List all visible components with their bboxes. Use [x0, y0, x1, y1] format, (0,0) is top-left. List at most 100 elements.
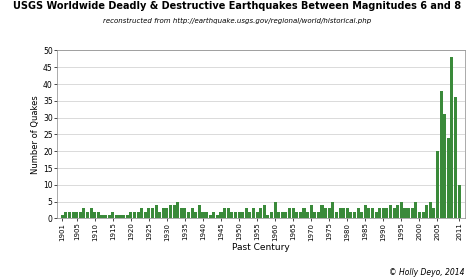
Bar	[410, 208, 414, 218]
Bar	[273, 202, 277, 218]
Bar	[331, 202, 334, 218]
Bar	[104, 215, 107, 218]
Bar	[137, 212, 139, 218]
Bar	[162, 208, 165, 218]
Bar	[302, 208, 306, 218]
Bar	[414, 202, 417, 218]
Bar	[295, 212, 298, 218]
Bar	[378, 208, 381, 218]
Bar	[93, 212, 96, 218]
Text: USGS Worldwide Deadly & Destructive Earthquakes Between Magnitudes 6 and 8: USGS Worldwide Deadly & Destructive Eart…	[13, 1, 461, 11]
Bar	[277, 212, 280, 218]
Bar	[201, 212, 204, 218]
Bar	[310, 205, 313, 218]
Bar	[335, 212, 338, 218]
Bar	[209, 215, 212, 218]
Bar	[97, 212, 100, 218]
Bar	[126, 215, 129, 218]
Bar	[396, 205, 399, 218]
Bar	[216, 215, 219, 218]
Bar	[100, 215, 103, 218]
Bar	[403, 208, 407, 218]
Text: reconstructed from http://earthquake.usgs.gov/regional/world/historical.php: reconstructed from http://earthquake.usg…	[103, 18, 371, 24]
Bar	[72, 212, 74, 218]
Bar	[64, 212, 67, 218]
Bar	[421, 212, 425, 218]
Bar	[292, 208, 295, 218]
Bar	[115, 215, 118, 218]
Bar	[342, 208, 345, 218]
Bar	[79, 212, 82, 218]
Bar	[118, 215, 121, 218]
Bar	[447, 138, 450, 218]
Bar	[443, 114, 446, 218]
Bar	[255, 212, 259, 218]
Bar	[353, 212, 356, 218]
Bar	[155, 205, 158, 218]
Bar	[349, 212, 352, 218]
Bar	[212, 212, 215, 218]
Bar	[108, 215, 111, 218]
Bar	[151, 208, 154, 218]
Bar	[61, 215, 64, 218]
Bar	[129, 212, 132, 218]
Bar	[320, 205, 324, 218]
Bar	[223, 208, 226, 218]
Bar	[75, 212, 78, 218]
Bar	[140, 208, 143, 218]
Bar	[371, 208, 374, 218]
X-axis label: Past Century: Past Century	[232, 243, 290, 252]
Bar	[346, 208, 349, 218]
Bar	[245, 208, 248, 218]
Bar	[180, 208, 183, 218]
Bar	[454, 97, 457, 218]
Bar	[68, 212, 71, 218]
Bar	[407, 208, 410, 218]
Bar	[284, 212, 288, 218]
Bar	[313, 212, 316, 218]
Bar	[252, 208, 255, 218]
Bar	[169, 205, 172, 218]
Bar	[111, 212, 114, 218]
Bar	[299, 212, 302, 218]
Bar	[90, 208, 93, 218]
Bar	[82, 208, 85, 218]
Bar	[418, 212, 421, 218]
Bar	[183, 208, 186, 218]
Bar	[194, 212, 197, 218]
Bar	[266, 215, 269, 218]
Bar	[86, 212, 89, 218]
Bar	[133, 212, 136, 218]
Bar	[158, 212, 161, 218]
Bar	[234, 212, 237, 218]
Bar	[270, 212, 273, 218]
Bar	[360, 212, 363, 218]
Bar	[392, 208, 396, 218]
Bar	[324, 208, 327, 218]
Bar	[241, 212, 244, 218]
Bar	[122, 215, 125, 218]
Bar	[338, 208, 342, 218]
Bar	[165, 208, 168, 218]
Bar	[230, 212, 233, 218]
Bar	[259, 208, 262, 218]
Bar	[198, 205, 201, 218]
Bar	[205, 212, 208, 218]
Bar	[281, 212, 284, 218]
Bar	[400, 202, 403, 218]
Bar	[317, 212, 320, 218]
Bar	[457, 185, 461, 218]
Bar	[306, 212, 309, 218]
Bar	[450, 57, 454, 218]
Bar	[173, 205, 176, 218]
Bar	[144, 212, 147, 218]
Bar	[191, 208, 194, 218]
Bar	[187, 212, 190, 218]
Text: © Holly Deyo, 2014: © Holly Deyo, 2014	[389, 268, 465, 277]
Bar	[248, 212, 251, 218]
Bar	[382, 208, 385, 218]
Bar	[328, 208, 331, 218]
Bar	[263, 205, 266, 218]
Bar	[147, 208, 150, 218]
Bar	[439, 91, 443, 218]
